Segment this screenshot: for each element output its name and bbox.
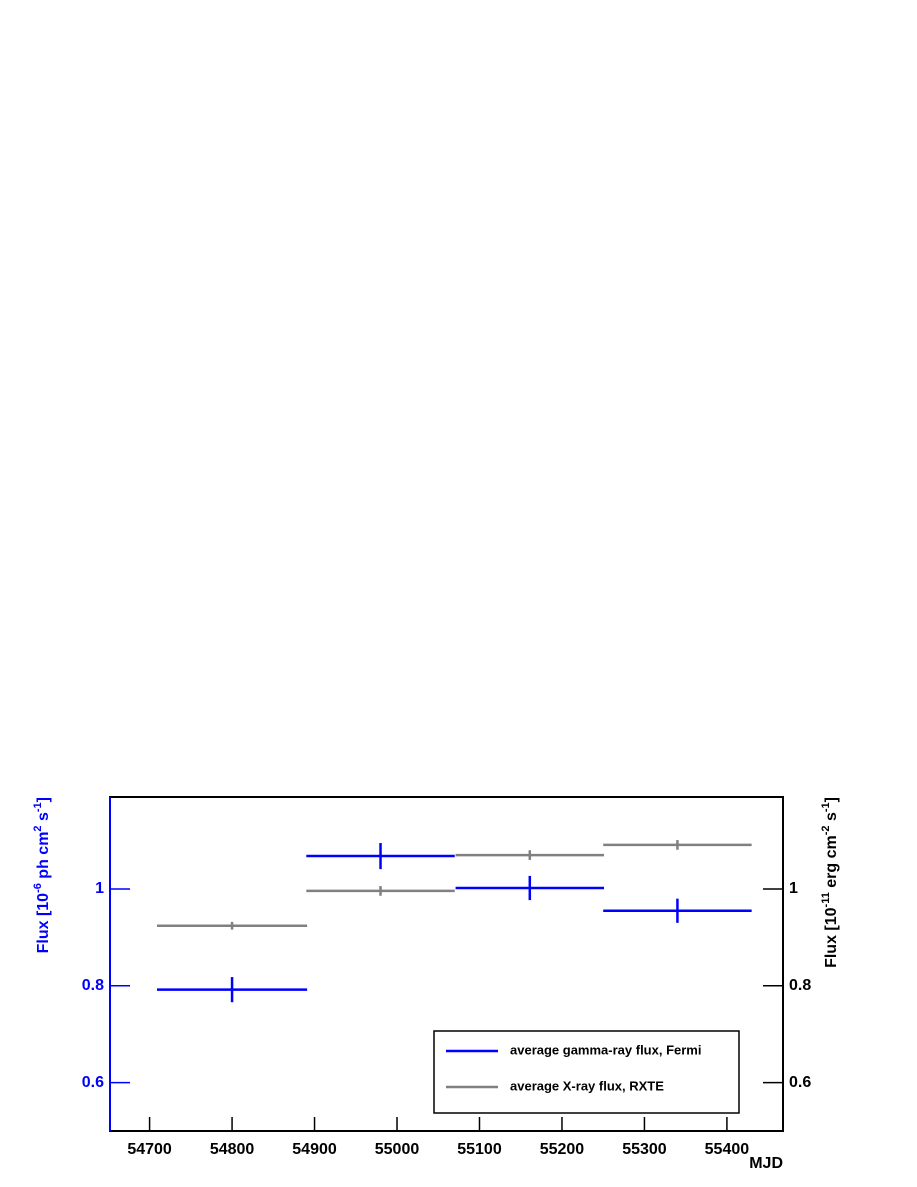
y-tick-label: 1: [95, 880, 104, 897]
x-tick-label: 55100: [457, 1141, 502, 1158]
y-axis-title-part: -1: [32, 802, 44, 812]
y-axis-title: Flux [10-6 ph cm2 s-1]: [32, 797, 52, 953]
legend-label: average gamma-ray flux, Fermi: [510, 1042, 701, 1057]
x-tick-label: 54800: [210, 1141, 255, 1158]
y2-tick-label: 1: [789, 880, 798, 897]
x-tick-label: 55000: [375, 1141, 420, 1158]
y2-axis-title-part: -1: [820, 802, 832, 812]
y-tick-label: 0.8: [82, 977, 104, 994]
y2-tick-label: 0.6: [789, 1074, 811, 1091]
y2-axis-title-part: erg cm: [823, 835, 840, 892]
y-axis-title-part: Flux [10: [35, 893, 52, 954]
x-tick-label: 54700: [127, 1141, 172, 1158]
y2-tick-label: 0.8: [789, 977, 811, 994]
x-tick-label: 55200: [540, 1141, 585, 1158]
y-tick-label: 0.6: [82, 1074, 104, 1091]
x-tick-label: 54900: [292, 1141, 337, 1158]
y-axis-title-part: s: [35, 812, 52, 825]
legend-label: average X-ray flux, RXTE: [510, 1078, 664, 1093]
x-tick-label: 55300: [622, 1141, 667, 1158]
y2-axis-title-part: -2: [820, 825, 832, 835]
x-axis-title: MJD: [749, 1155, 783, 1172]
y2-axis-title-part: s: [823, 812, 840, 825]
legend-box: [433, 1030, 740, 1114]
y-axis-title-part: -6: [32, 883, 44, 893]
y-axis-title-part: ph cm: [35, 832, 52, 884]
y2-axis-title-part: ]: [823, 797, 840, 802]
y-axis-title-part: 2: [32, 825, 44, 831]
y-axis-title-part: ]: [35, 797, 52, 802]
y2-axis-title: Flux [10-11 erg cm-2 s-1]: [820, 797, 840, 968]
y2-axis-title-part: -11: [820, 892, 832, 907]
y2-axis-title-part: Flux [10: [823, 907, 840, 968]
x-tick-label: 55400: [705, 1141, 750, 1158]
